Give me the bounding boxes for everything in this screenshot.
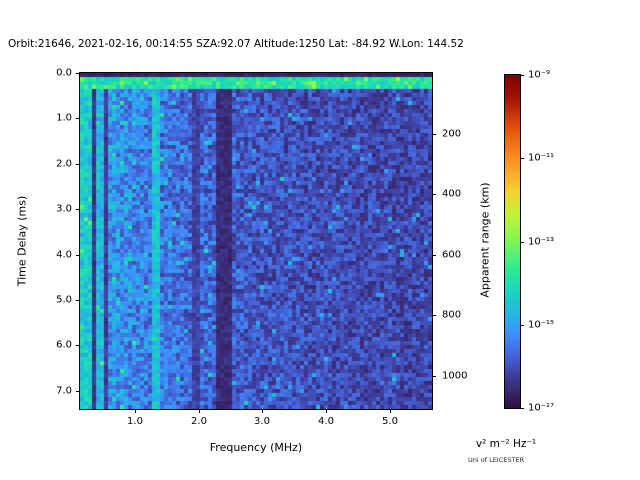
tick-mark: [520, 408, 524, 409]
tick-mark: [432, 134, 436, 135]
tick-label: 6.0: [56, 339, 72, 351]
x-axis-label: Frequency (MHz): [209, 441, 303, 454]
spectrogram-heatmap: [80, 73, 432, 409]
tick-mark: [135, 409, 136, 413]
plot-title: Orbit:21646, 2021-02-16, 00:14:55 SZA:92…: [8, 38, 464, 50]
tick-mark: [262, 409, 263, 413]
tick-label: 3.0: [254, 416, 270, 427]
tick-label: 5.0: [382, 416, 398, 427]
tick-mark: [326, 409, 327, 413]
y-axis-label: Time Delay (ms): [15, 195, 29, 287]
tick-mark: [520, 158, 524, 159]
tick-mark: [520, 242, 524, 243]
tick-mark: [76, 118, 80, 119]
tick-label: 4.0: [318, 416, 334, 427]
tick-label: 4.0: [56, 249, 72, 261]
tick-label: 0.0: [56, 67, 72, 79]
tick-mark: [432, 376, 436, 377]
tick-label: 10⁻¹⁵: [528, 319, 555, 331]
tick-mark: [76, 391, 80, 392]
right-y-axis-ticks: 200 400 600 800 1000: [432, 73, 482, 409]
colorbar-gradient: [505, 75, 520, 408]
tick-label: 10⁻¹⁷: [528, 402, 555, 414]
tick-mark: [432, 194, 436, 195]
colorbar: [504, 74, 521, 409]
tick-label: 200: [442, 128, 462, 140]
tick-label: 1.0: [56, 112, 72, 124]
x-axis-ticks: 1.0 2.0 3.0 4.0 5.0: [80, 409, 432, 433]
tick-label: 400: [442, 188, 462, 200]
tick-mark: [199, 409, 200, 413]
tick-label: 1.0: [127, 416, 143, 427]
tick-label: 10⁻⁹: [528, 69, 551, 81]
tick-label: 3.0: [56, 203, 72, 215]
colorbar-ticks: 10⁻⁹ 10⁻¹¹ 10⁻¹³ 10⁻¹⁵ 10⁻¹⁷: [520, 70, 570, 414]
tick-mark: [432, 255, 436, 256]
right-y-axis-label: Apparent range (km): [478, 182, 492, 298]
plot-area: [79, 72, 433, 410]
tick-mark: [76, 73, 80, 74]
tick-label: 2.0: [56, 158, 72, 170]
tick-label: 1000: [442, 370, 468, 382]
tick-mark: [390, 409, 391, 413]
tick-label: 5.0: [56, 294, 72, 306]
tick-mark: [76, 164, 80, 165]
tick-mark: [520, 325, 524, 326]
credit-label: Uni of LEICESTER: [468, 456, 525, 464]
tick-label: 2.0: [191, 416, 207, 427]
tick-mark: [76, 300, 80, 301]
tick-mark: [520, 75, 524, 76]
tick-label: 10⁻¹¹: [528, 152, 555, 164]
tick-label: 7.0: [56, 385, 72, 397]
tick-mark: [76, 209, 80, 210]
tick-label: 800: [442, 309, 462, 321]
y-axis-ticks: 0.0 1.0 2.0 3.0 4.0 5.0 6.0 7.0: [40, 68, 80, 409]
tick-mark: [76, 345, 80, 346]
tick-mark: [432, 315, 436, 316]
tick-mark: [76, 255, 80, 256]
tick-label: 600: [442, 249, 462, 261]
tick-label: 10⁻¹³: [528, 236, 555, 248]
colorbar-unit-label: v² m⁻² Hz⁻¹: [475, 438, 537, 450]
